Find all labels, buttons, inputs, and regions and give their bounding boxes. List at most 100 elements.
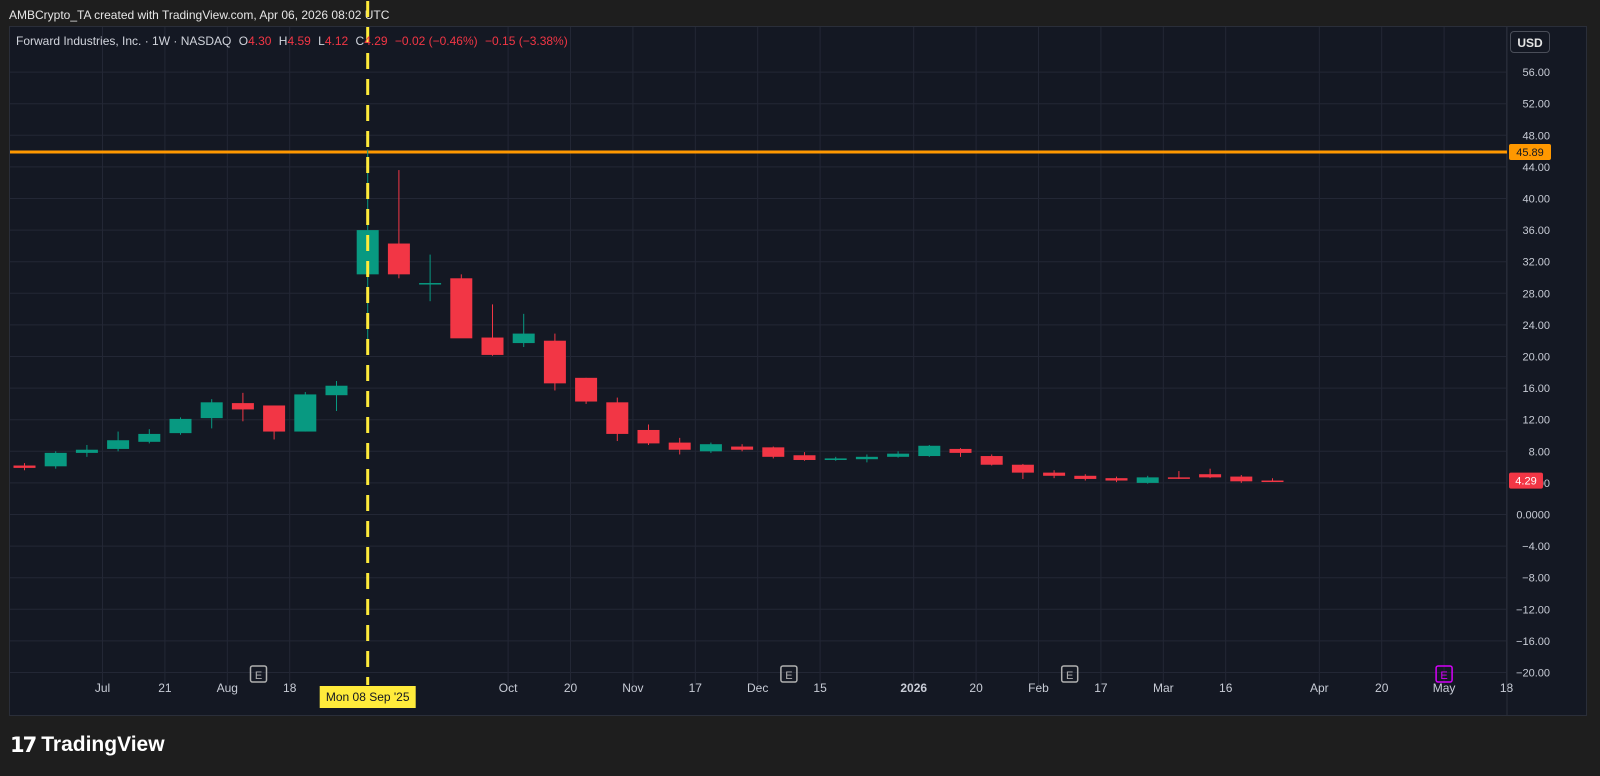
y-tick-label: −8.00: [1522, 573, 1550, 585]
x-tick-label: Nov: [622, 681, 643, 695]
earnings-label: E: [1066, 670, 1073, 682]
change-value: −0.02 (−0.46%): [394, 34, 478, 48]
x-tick-label: 20: [969, 681, 983, 695]
candle-body: [887, 453, 910, 457]
x-tick-label: Oct: [499, 681, 518, 695]
candle-body: [107, 440, 130, 449]
candle-body: [325, 385, 348, 396]
close-label: C: [355, 34, 365, 48]
candle-body: [75, 449, 98, 453]
change-value-2: −0.15 (−3.38%): [485, 34, 568, 48]
candle-body: [793, 455, 816, 460]
x-tick-label: Jul: [95, 681, 110, 695]
high-label: H: [278, 34, 288, 48]
earnings-icon: [1060, 665, 1079, 683]
y-tick-label: 20.00: [1522, 352, 1550, 364]
candle-body: [231, 403, 254, 410]
x-tick-label: Dec: [747, 681, 768, 695]
candle-body: [44, 452, 67, 467]
candle-body: [13, 465, 36, 468]
candle-body: [1136, 477, 1159, 483]
candle-body: [855, 456, 878, 460]
level-price-label: 45.89: [1516, 147, 1544, 159]
x-tick-label: Mar: [1153, 681, 1174, 695]
candle-body: [481, 337, 504, 355]
currency-button[interactable]: USD: [1510, 31, 1550, 53]
candle-body: [1105, 478, 1128, 481]
open-label: O: [238, 34, 249, 48]
candle-body: [294, 394, 317, 432]
x-tick-label: Aug: [217, 681, 238, 695]
candle-body: [543, 340, 566, 384]
candle-body: [824, 458, 847, 460]
x-tick-label: 16: [1219, 681, 1233, 695]
crosshair-date-box: [319, 686, 416, 708]
y-tick-label: 44.00: [1522, 162, 1550, 174]
tradingview-logo: 17 TradingView: [10, 733, 165, 757]
low-value: 4.12: [324, 34, 349, 48]
candle-body: [1011, 464, 1034, 473]
candle-body: [450, 278, 473, 339]
candle-body: [169, 418, 192, 434]
crosshair-date-label: Mon 08 Sep '25: [326, 690, 410, 704]
earnings-label: E: [785, 670, 792, 682]
x-tick-label: 21: [158, 681, 172, 695]
candle-body: [575, 377, 598, 402]
x-tick-label: 18: [283, 681, 297, 695]
candle-body: [668, 442, 691, 450]
candle-body: [419, 283, 442, 285]
candle-body: [1074, 475, 1097, 479]
candle-body: [918, 445, 941, 457]
tradingview-logo-icon: 17: [10, 733, 37, 757]
candle-body: [699, 444, 722, 452]
brand-label: TradingView: [41, 733, 165, 756]
y-tick-label: 12.00: [1522, 415, 1550, 427]
candle-body: [1167, 477, 1190, 479]
last-price-tag: [1509, 472, 1543, 489]
candle-body: [356, 230, 379, 275]
candle-body: [512, 333, 535, 344]
y-tick-label: −4.00: [1522, 541, 1550, 553]
level-price-tag: [1509, 143, 1551, 160]
x-tick-label: 20: [1375, 681, 1389, 695]
candle-body: [387, 243, 410, 275]
earnings-icon: [1435, 665, 1453, 683]
earnings-label: E: [1440, 670, 1447, 682]
low-label: L: [318, 34, 325, 48]
x-tick-label: 17: [689, 681, 703, 695]
candle-body: [762, 447, 785, 457]
earnings-icon: [780, 665, 798, 683]
y-tick-label: 28.00: [1522, 288, 1550, 300]
y-tick-label: 0.0000: [1516, 510, 1550, 522]
last-price-label: 4.29: [1515, 476, 1536, 488]
close-value: 4.29: [364, 34, 388, 48]
candle-body: [1230, 476, 1253, 482]
earnings-icon: [249, 665, 268, 683]
y-tick-label: 8.00: [1529, 446, 1550, 458]
candle-body: [263, 405, 286, 432]
y-tick-label: −20.00: [1516, 668, 1550, 680]
x-tick-label: Feb: [1028, 681, 1049, 695]
x-tick-label: May: [1433, 681, 1456, 695]
y-tick-label: −16.00: [1516, 636, 1550, 648]
y-tick-label: 40.00: [1522, 194, 1550, 206]
candle-body: [1043, 472, 1066, 476]
candle-body: [731, 446, 754, 450]
x-tick-label: 15: [813, 681, 827, 695]
candle-body: [1199, 474, 1222, 478]
y-tick-label: 48.00: [1522, 130, 1550, 142]
candle-body: [1261, 480, 1284, 483]
chart-frame[interactable]: [9, 26, 1587, 716]
candle-body: [606, 402, 629, 434]
x-tick-label: 20: [564, 681, 578, 695]
candle-body: [138, 433, 161, 442]
y-tick-label: 56.00: [1522, 67, 1550, 79]
y-tick-label: −12.00: [1516, 604, 1550, 616]
x-tick-label: 17: [1094, 681, 1108, 695]
open-value: 4.30: [248, 34, 272, 48]
chart-credit: AMBCrypto_TA created with TradingView.co…: [9, 8, 390, 22]
y-tick-label: 16.00: [1522, 383, 1550, 395]
y-tick-label: 52.00: [1522, 99, 1550, 111]
candle-body: [949, 448, 972, 453]
